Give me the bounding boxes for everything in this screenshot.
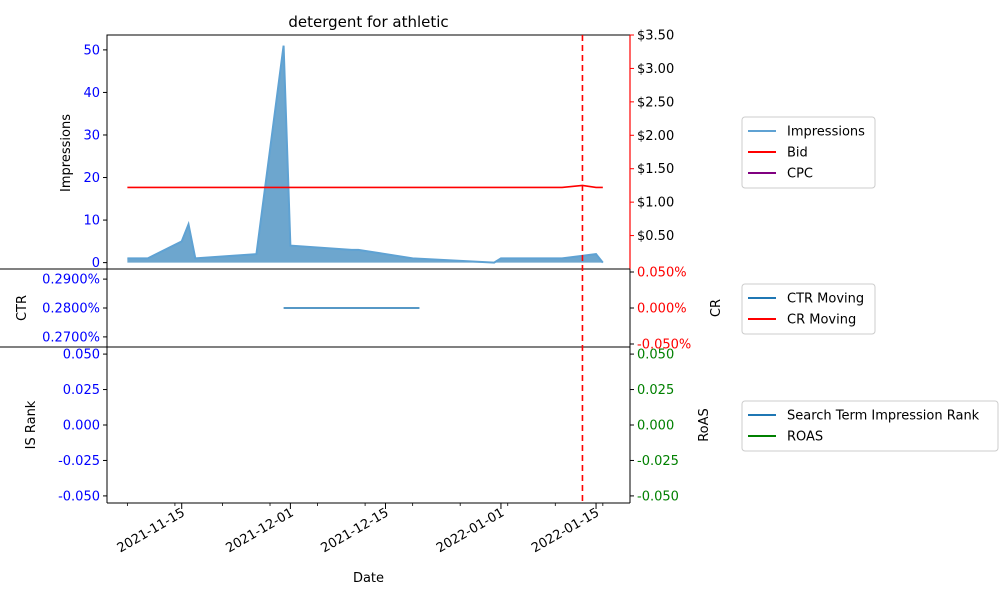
legend-frame: [741, 283, 876, 335]
y2-tick-label: $0.50: [637, 229, 674, 244]
y2-tick-label: 0.050%: [637, 266, 687, 281]
legend-label: Impressions: [787, 125, 865, 140]
x-tick-label: 2022-01-01: [434, 505, 507, 556]
y-tick-label: 0: [92, 256, 100, 271]
y-tick-label: 0.050: [63, 348, 100, 363]
y-tick-label: 0.2900%: [42, 273, 100, 288]
legend-box: Impressions Bid CPC: [741, 116, 876, 189]
legend-label: CPC: [787, 167, 813, 182]
y2-tick-label: -0.025: [637, 454, 679, 469]
legend-label: ROAS: [787, 430, 823, 445]
legend-box: Search Term Impression Rank ROAS: [741, 400, 999, 452]
x-tick-label: 2022-01-15: [529, 505, 602, 556]
y2-tick-label: $3.00: [637, 62, 674, 77]
y2-tick-label: 0.025: [637, 383, 674, 398]
y2-tick-label: $2.50: [637, 95, 674, 110]
y2-tick-label: $2.00: [637, 129, 674, 144]
y2-tick-label: -0.050: [637, 489, 679, 504]
y-axis-label-ctr: CTR: [15, 295, 30, 321]
y-tick-label: 30: [83, 128, 100, 143]
y2-tick-label: 0.000: [637, 419, 674, 434]
y-axis-label-impressions: Impressions: [59, 114, 74, 192]
y-tick-label: -0.025: [58, 454, 100, 469]
legend-label: CR Moving: [787, 313, 856, 328]
x-axis-label: Date: [353, 571, 384, 586]
legend-frame: [741, 400, 999, 452]
y-tick-label: 40: [83, 86, 100, 101]
y2-tick-label: 0.050: [637, 348, 674, 363]
legend-label: Search Term Impression Rank: [787, 409, 980, 424]
legend-label: CTR Moving: [787, 292, 864, 307]
y-tick-label: -0.050: [58, 489, 100, 504]
legend-box: CTR Moving CR Moving: [741, 283, 876, 335]
y2-tick-label: 0.000%: [637, 302, 687, 317]
y2-axis-label-cr: CR: [709, 299, 724, 317]
impressions-line: [127, 45, 604, 264]
y2-axis-label-roas: RoAS: [697, 408, 712, 442]
chart-title: detergent for athletic: [288, 13, 448, 31]
y-tick-label: 0.025: [63, 383, 100, 398]
y-tick-label: 0.2700%: [42, 330, 100, 345]
y-tick-label: 20: [83, 171, 100, 186]
y2-tick-label: -0.050%: [637, 338, 691, 353]
y2-tick-label: $3.50: [637, 29, 674, 44]
y-tick-label: 10: [83, 214, 100, 229]
y2-tick-label: $1.50: [637, 162, 674, 177]
y-tick-label: 0.2800%: [42, 302, 100, 317]
bid-line: [127, 184, 603, 189]
y-tick-label: 0.000: [63, 419, 100, 434]
x-tick-label: 2021-11-15: [115, 505, 188, 556]
legend-label: Bid: [787, 146, 808, 161]
x-tick-label: 2021-12-01: [223, 505, 296, 556]
y-tick-label: 50: [83, 43, 100, 58]
legend-frame: [741, 116, 876, 189]
x-tick-label: 2021-12-15: [319, 505, 392, 556]
y2-tick-label: $1.00: [637, 196, 674, 211]
impressions-area: [127, 45, 603, 263]
y-axis-label-is-rank: IS Rank: [24, 400, 39, 449]
